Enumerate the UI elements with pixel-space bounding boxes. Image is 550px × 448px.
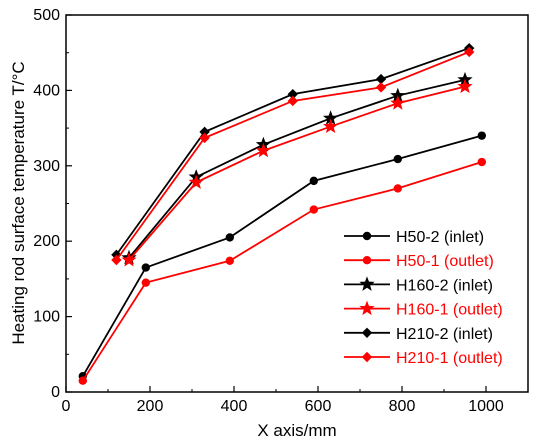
data-point — [375, 82, 387, 93]
y-tick-label: 100 — [33, 309, 60, 326]
series-4 — [121, 78, 473, 267]
data-point — [309, 205, 318, 214]
data-point — [199, 132, 210, 144]
x-tick-label: 800 — [389, 398, 416, 415]
legend-item: H50-2 (inlet) — [344, 229, 484, 246]
legend-item: H160-1 (outlet) — [344, 300, 503, 319]
y-tick-label: 400 — [33, 82, 60, 99]
data-point — [78, 376, 88, 385]
data-point — [225, 233, 234, 242]
data-point — [322, 110, 339, 125]
series-6 — [111, 46, 475, 266]
y-tick-label: 500 — [33, 7, 60, 24]
data-point — [390, 87, 406, 103]
data-point — [141, 278, 150, 287]
legend-label: H160-2 (inlet) — [396, 277, 493, 294]
legend-marker — [359, 300, 375, 316]
series-1 — [78, 131, 486, 381]
data-point — [111, 254, 122, 266]
x-tick-label: 0 — [62, 398, 71, 415]
data-point — [141, 263, 150, 272]
series-line — [128, 85, 466, 261]
data-point — [255, 142, 272, 158]
legend-marker — [362, 256, 372, 265]
data-point — [199, 126, 210, 138]
data-point — [477, 157, 486, 167]
data-point — [188, 174, 204, 189]
y-tick-label: 0 — [51, 384, 60, 401]
y-tick-label: 200 — [33, 233, 60, 250]
legend-label: H160-1 (outlet) — [396, 302, 503, 319]
series-layer — [78, 42, 486, 385]
data-point — [121, 252, 137, 267]
legend: H50-2 (inlet) H50-1 (outlet) H160-2 (inlet… — [344, 229, 503, 367]
data-point — [375, 73, 387, 85]
legend-marker — [361, 351, 373, 363]
legend-item: H210-1 (outlet) — [344, 350, 503, 367]
data-point — [390, 95, 406, 110]
data-point — [457, 78, 473, 94]
x-tick-label: 600 — [305, 398, 332, 415]
data-point — [464, 46, 475, 58]
legend-marker — [362, 231, 372, 241]
series-2 — [78, 157, 486, 385]
x-tick-label: 1000 — [468, 398, 504, 415]
data-point — [309, 176, 318, 186]
legend-item: H210-2 (inlet) — [344, 326, 493, 343]
series-5 — [111, 42, 475, 260]
y-tick-label: 300 — [33, 158, 60, 175]
data-point — [287, 88, 298, 100]
data-point — [477, 131, 486, 140]
legend-item: H160-2 (inlet) — [344, 276, 493, 294]
series-line — [82, 134, 483, 377]
data-point — [393, 184, 402, 193]
data-point — [287, 95, 298, 107]
legend-marker — [361, 327, 373, 338]
legend-label: H210-2 (inlet) — [396, 326, 493, 343]
legend-label: H210-1 (outlet) — [396, 350, 503, 367]
series-line — [115, 47, 470, 256]
legend-label: H50-1 (outlet) — [396, 253, 494, 270]
x-tick-label: 200 — [137, 398, 164, 415]
series-line — [128, 78, 466, 259]
x-tick-label: 400 — [221, 398, 248, 415]
legend-marker — [359, 276, 375, 291]
data-point — [393, 154, 402, 164]
legend-item: H50-1 (outlet) — [344, 253, 494, 270]
x-axis-title: X axis/mm — [257, 421, 336, 440]
y-axis-title: Heating rod surface temperature T/°C — [9, 61, 28, 344]
axis-ticks: 0 200 400 600 800 1000 0 100 200 300 400 500 — [33, 7, 504, 415]
data-point — [225, 256, 234, 266]
series-line — [82, 161, 483, 382]
legend-label: H50-2 (inlet) — [396, 229, 484, 246]
data-point — [322, 118, 339, 134]
